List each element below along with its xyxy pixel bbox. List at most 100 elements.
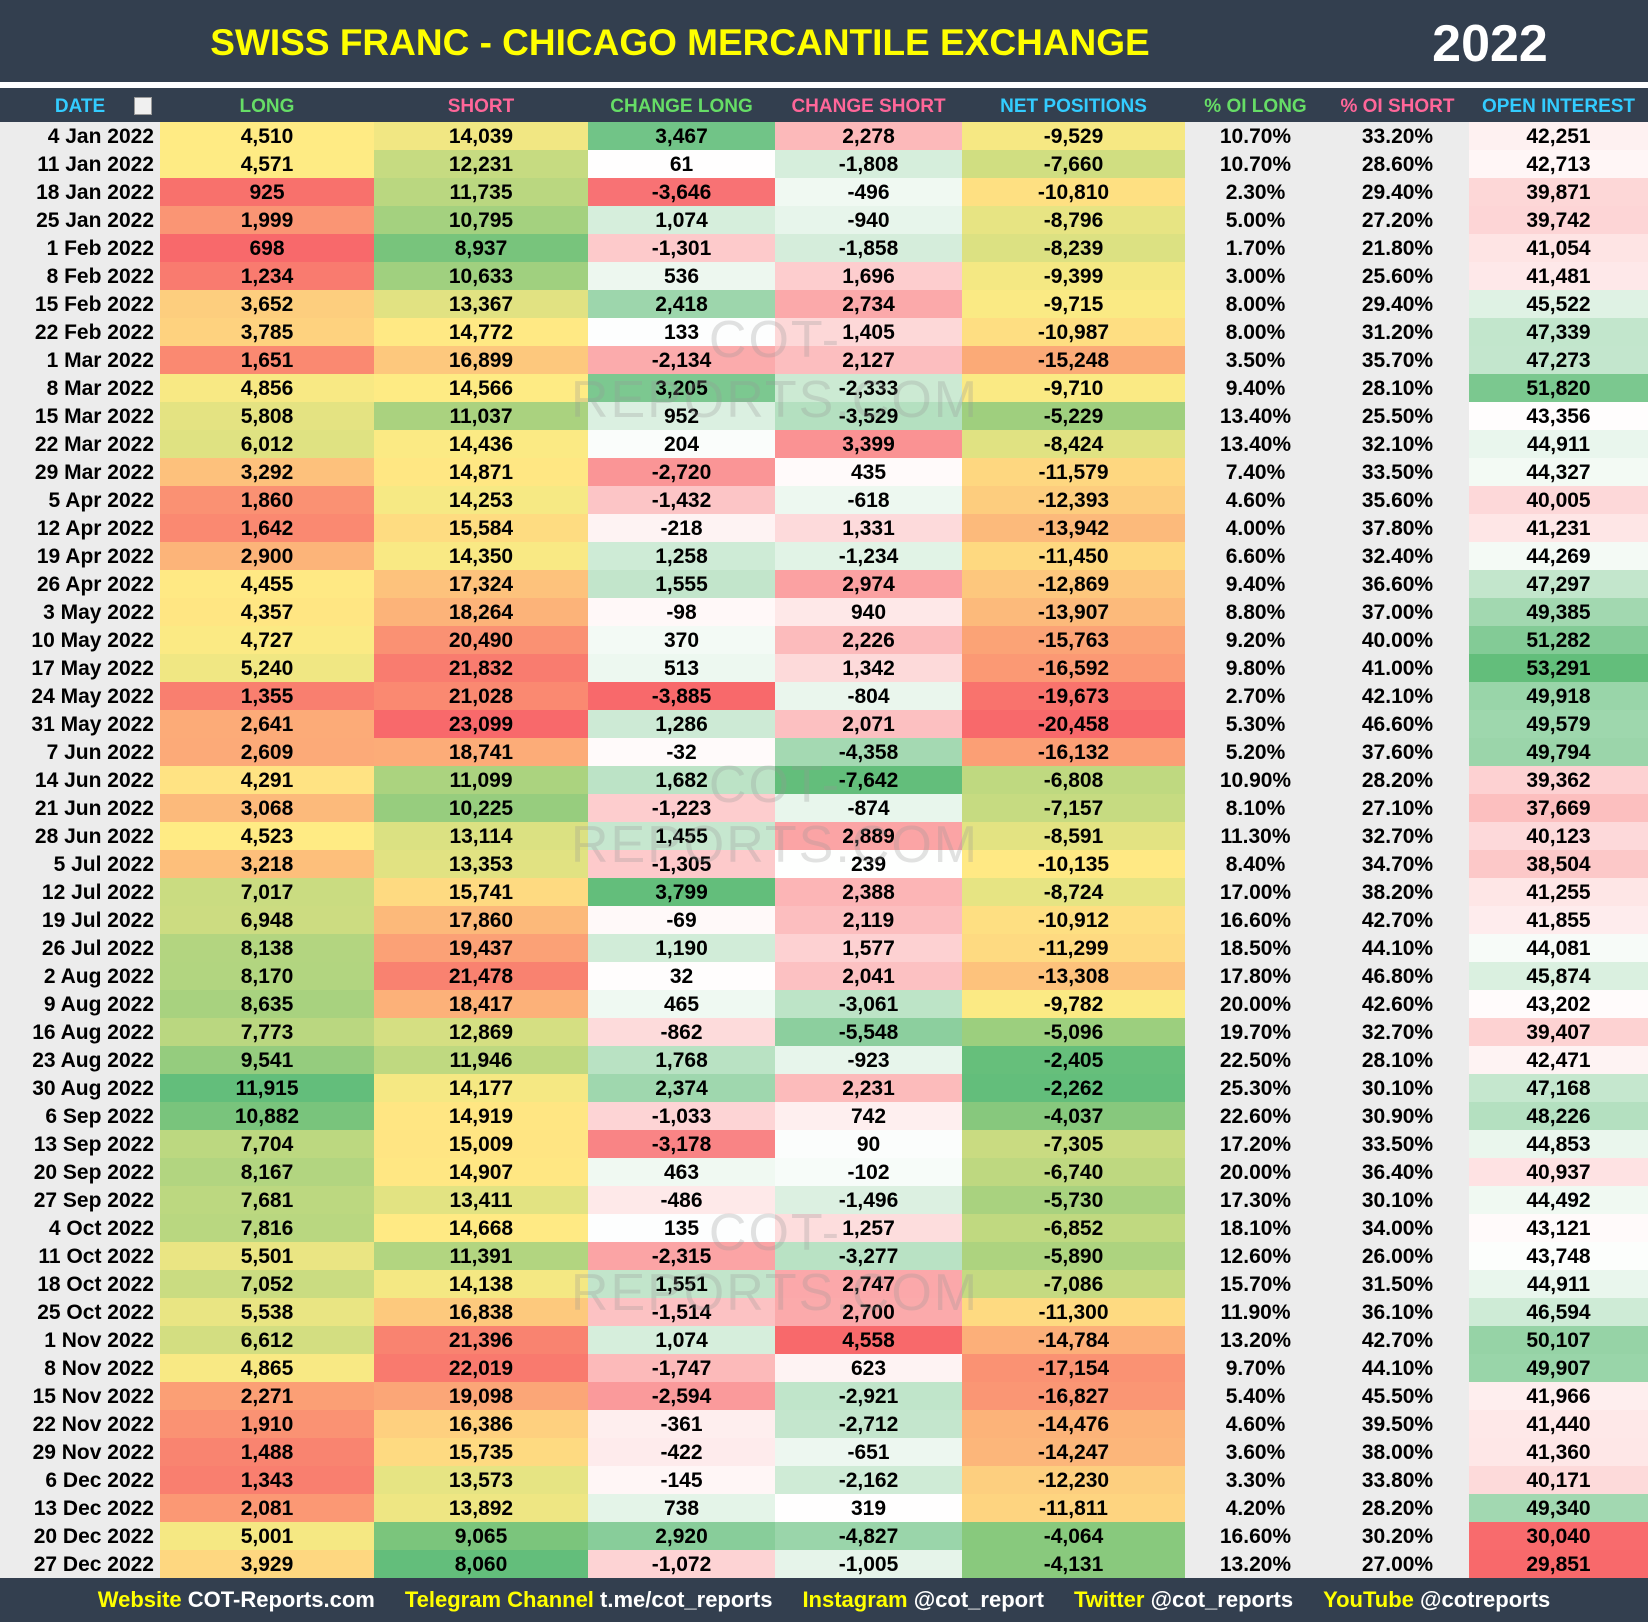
value-cell: 47,297 [1469,570,1648,598]
value-cell: 14,919 [374,1102,588,1130]
date-cell: 5 Apr 2022 [0,486,160,514]
value-cell: 1,286 [588,710,775,738]
value-cell: 21,396 [374,1326,588,1354]
value-cell: -1,432 [588,486,775,514]
value-cell: 13.40% [1185,430,1326,458]
value-cell: 41,360 [1469,1438,1648,1466]
value-cell: 2,041 [775,962,962,990]
value-cell: 38.20% [1326,878,1469,906]
value-cell: 9.40% [1185,374,1326,402]
value-cell: 11.90% [1185,1298,1326,1326]
value-cell: 37.80% [1326,514,1469,542]
value-cell: 25.50% [1326,402,1469,430]
table-body: 4 Jan 2022 4,510 14,039 3,467 2,278 -9,529 10.… [0,122,1648,1578]
value-cell: 13,114 [374,822,588,850]
value-cell: 4,856 [160,374,374,402]
filter-button[interactable] [134,97,152,115]
value-cell: 8,635 [160,990,374,1018]
value-cell: 44,492 [1469,1186,1648,1214]
value-cell: 8,060 [374,1550,588,1578]
value-cell: 13,353 [374,850,588,878]
value-cell: 925 [160,178,374,206]
table-row: 22 Mar 2022 6,012 14,436 204 3,399 -8,424 13.4… [0,430,1648,458]
value-cell: 28.10% [1326,1046,1469,1074]
date-cell: 15 Mar 2022 [0,402,160,430]
value-cell: 10.70% [1185,150,1326,178]
value-cell: -1,808 [775,150,962,178]
table-row: 22 Nov 2022 1,910 16,386 -361 -2,712 -14,476 4… [0,1410,1648,1438]
value-cell: 8.80% [1185,598,1326,626]
value-cell: 51,820 [1469,374,1648,402]
title: SWISS FRANC - CHICAGO MERCANTILE EXCHANG… [210,22,1150,63]
date-cell: 25 Jan 2022 [0,206,160,234]
value-cell: 11.30% [1185,822,1326,850]
value-cell: 46.60% [1326,710,1469,738]
value-cell: 1,555 [588,570,775,598]
value-cell: 6,612 [160,1326,374,1354]
footer-item: Telegram Channel t.me/cot_reports [405,1587,773,1613]
value-cell: 17.80% [1185,962,1326,990]
value-cell: 6,012 [160,430,374,458]
value-cell: 698 [160,234,374,262]
value-cell: 21,832 [374,654,588,682]
date-cell: 22 Mar 2022 [0,430,160,458]
value-cell: -32 [588,738,775,766]
value-cell: -9,715 [962,290,1185,318]
footer-value: @cotreports [1420,1587,1551,1612]
table-row: 19 Jul 2022 6,948 17,860 -69 2,119 -10,912 16.… [0,906,1648,934]
value-cell: 40,171 [1469,1466,1648,1494]
value-cell: 2,900 [160,542,374,570]
value-cell: 2.70% [1185,682,1326,710]
value-cell: 1,355 [160,682,374,710]
value-cell: 4,357 [160,598,374,626]
value-cell: 5,808 [160,402,374,430]
value-cell: 17.30% [1185,1186,1326,1214]
footer-item: YouTube @cotreports [1323,1587,1550,1613]
value-cell: 3.30% [1185,1466,1326,1494]
date-cell: 8 Feb 2022 [0,262,160,290]
value-cell: -2,405 [962,1046,1185,1074]
value-cell: 29.40% [1326,178,1469,206]
value-cell: 3,399 [775,430,962,458]
date-cell: 29 Nov 2022 [0,1438,160,1466]
value-cell: 16,386 [374,1410,588,1438]
date-cell: 8 Nov 2022 [0,1354,160,1382]
value-cell: 2,734 [775,290,962,318]
date-cell: 11 Jan 2022 [0,150,160,178]
value-cell: 4,523 [160,822,374,850]
value-cell: 5,501 [160,1242,374,1270]
value-cell: 20,490 [374,626,588,654]
value-cell: -9,710 [962,374,1185,402]
value-cell: 3,652 [160,290,374,318]
value-cell: 7,704 [160,1130,374,1158]
value-cell: 41,231 [1469,514,1648,542]
value-cell: 11,915 [160,1074,374,1102]
value-cell: -4,037 [962,1102,1185,1130]
value-cell: 4,727 [160,626,374,654]
value-cell: 7,052 [160,1270,374,1298]
value-cell: 2,418 [588,290,775,318]
value-cell: 2,271 [160,1382,374,1410]
footer-item: Website COT-Reports.com [98,1587,375,1613]
value-cell: 32.40% [1326,542,1469,570]
value-cell: -10,912 [962,906,1185,934]
date-cell: 17 May 2022 [0,654,160,682]
value-cell: 11,037 [374,402,588,430]
value-cell: 17,324 [374,570,588,598]
value-cell: 19.70% [1185,1018,1326,1046]
value-cell: 2.30% [1185,178,1326,206]
value-cell: -16,132 [962,738,1185,766]
value-cell: 1,910 [160,1410,374,1438]
table-row: 5 Apr 2022 1,860 14,253 -1,432 -618 -12,393 4.… [0,486,1648,514]
value-cell: -11,299 [962,934,1185,962]
value-cell: 33.50% [1326,458,1469,486]
value-cell: 43,748 [1469,1242,1648,1270]
value-cell: 7,017 [160,878,374,906]
date-cell: 22 Nov 2022 [0,1410,160,1438]
date-cell: 27 Dec 2022 [0,1550,160,1578]
value-cell: -2,921 [775,1382,962,1410]
value-cell: -14,247 [962,1438,1185,1466]
table-row: 12 Jul 2022 7,017 15,741 3,799 2,388 -8,724 17… [0,878,1648,906]
value-cell: 742 [775,1102,962,1130]
value-cell: -2,315 [588,1242,775,1270]
